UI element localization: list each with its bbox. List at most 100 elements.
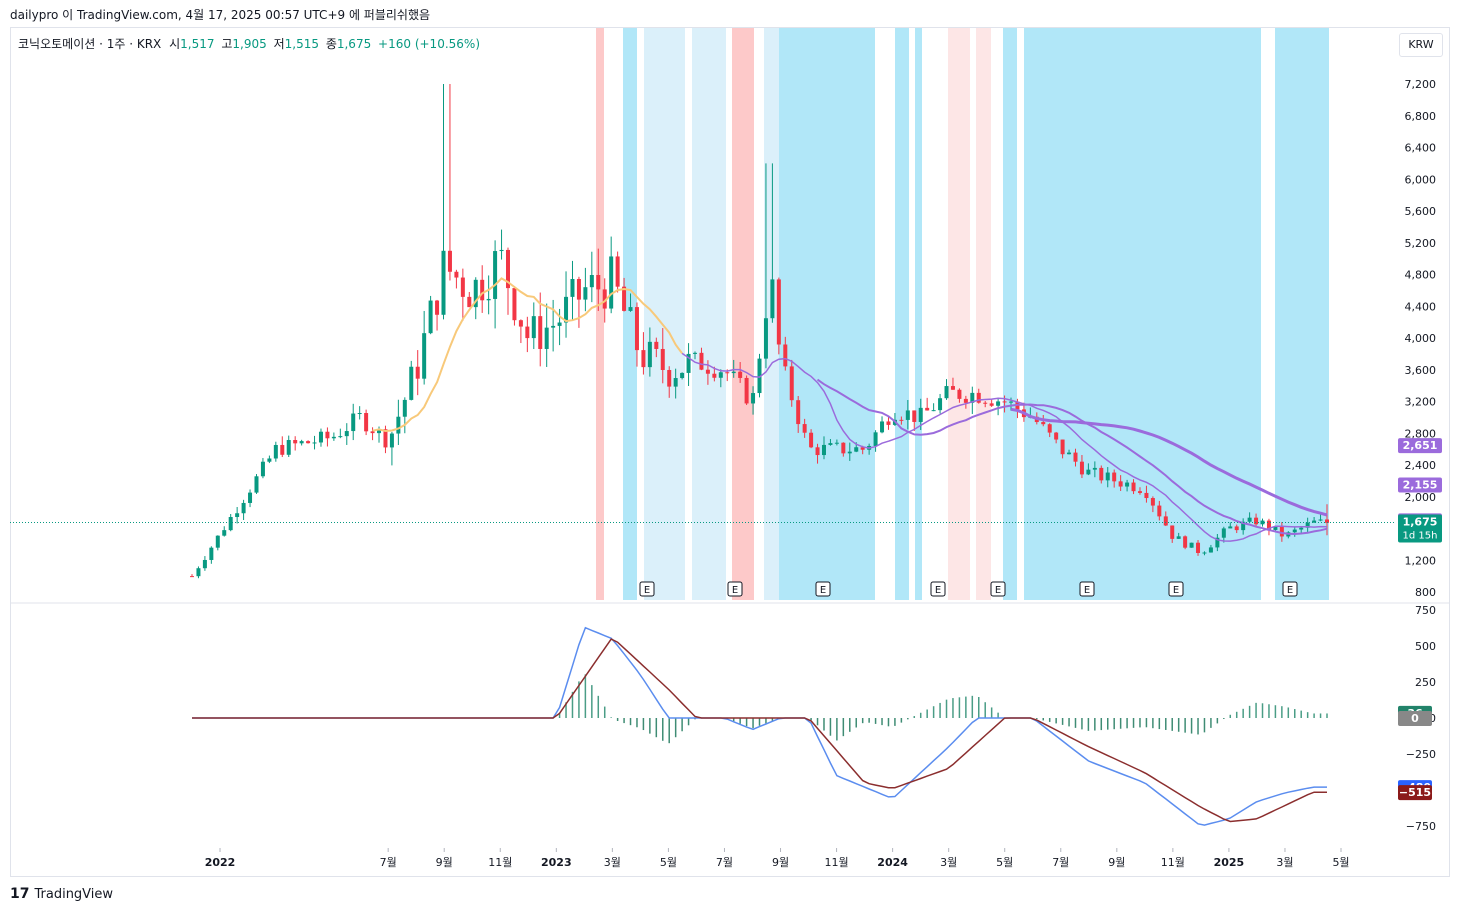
candle-body <box>970 392 975 403</box>
earnings-marker-label: E <box>1173 585 1179 596</box>
candle <box>196 566 201 579</box>
candle <box>454 269 459 289</box>
candle <box>531 302 536 350</box>
candle <box>718 369 723 388</box>
candle <box>260 457 265 479</box>
open-label: 시 <box>169 37 181 51</box>
candle <box>1060 439 1065 459</box>
candle-body <box>254 476 259 493</box>
macd-tick-label: −750 <box>1406 820 1436 833</box>
candle-body <box>338 436 343 438</box>
price-tick-label: 5,600 <box>1405 205 1437 218</box>
candle <box>699 347 704 371</box>
candle <box>293 436 298 451</box>
candle <box>841 442 846 457</box>
candle-body <box>918 407 923 422</box>
candle <box>1305 517 1310 533</box>
candle-body <box>718 372 723 378</box>
price-value-label: 2,651 <box>1398 438 1442 454</box>
macd-axis: −750 −250 0 250 500 750 <box>1406 604 1436 833</box>
open-value: 1,517 <box>180 37 215 51</box>
candle-body <box>873 432 878 446</box>
time-tick-label: 11월 <box>825 856 849 869</box>
candle <box>1260 518 1265 527</box>
candle <box>628 293 633 312</box>
candle-body <box>1318 519 1323 521</box>
chart-frame[interactable] <box>10 27 1450 877</box>
candle <box>1279 522 1284 542</box>
time-tick-label: 11월 <box>488 856 512 869</box>
candle <box>202 556 207 571</box>
candle-body <box>905 410 910 420</box>
candle-body <box>705 369 710 374</box>
macd-value-label: −515 <box>1398 785 1432 801</box>
candle <box>647 327 652 377</box>
candle <box>1073 448 1078 467</box>
earnings-marker: E <box>990 581 1006 597</box>
candle <box>1163 511 1168 527</box>
candle <box>460 268 465 321</box>
session-band-1 <box>623 28 637 600</box>
candle-body <box>1292 529 1297 533</box>
candle-body <box>402 399 407 417</box>
candle-body <box>447 250 452 272</box>
candle <box>331 432 336 441</box>
candle <box>1241 518 1246 535</box>
time-tick-label: 2025 <box>1214 856 1245 869</box>
candle <box>1189 542 1194 548</box>
publish-caption: dailypro 이 TradingView.com, 4월 17, 2025 … <box>10 8 431 22</box>
candle <box>738 362 743 383</box>
candle-body <box>1002 401 1007 403</box>
currency-button[interactable]: KRW <box>1399 33 1443 57</box>
candle <box>1092 461 1097 478</box>
time-tick-label: 7월 <box>380 856 397 869</box>
candle-body <box>1150 498 1155 506</box>
macd-histogram <box>558 674 1328 744</box>
price-tick-label: 1,200 <box>1405 554 1437 567</box>
candle-body <box>673 378 678 387</box>
high-label: 고 <box>221 37 233 51</box>
candle <box>680 372 685 380</box>
ma-long-line <box>1010 407 1328 517</box>
candle <box>338 428 343 439</box>
candle <box>344 423 349 445</box>
candle <box>1150 496 1155 513</box>
macd-tick-label: 0 <box>1429 712 1436 725</box>
candle <box>925 397 930 411</box>
high-value: 1,905 <box>232 37 267 51</box>
price-tick-label: 7,200 <box>1405 78 1437 91</box>
candle-body <box>576 279 581 300</box>
candle <box>1266 518 1271 536</box>
tradingview-brand[interactable]: 𝟭𝟳 TradingView <box>10 886 113 902</box>
candle-body <box>486 298 491 301</box>
earnings-marker-box <box>727 581 743 597</box>
candle-body <box>260 461 265 477</box>
candle <box>1137 487 1142 495</box>
candle <box>1086 463 1091 476</box>
candle-body <box>609 256 614 309</box>
candle <box>306 440 311 444</box>
candle <box>873 430 878 452</box>
candle-body <box>228 517 233 531</box>
candle <box>899 416 904 425</box>
earnings-marker: E <box>1282 581 1298 597</box>
candle <box>325 427 330 447</box>
candle <box>248 489 253 508</box>
candle <box>976 388 981 404</box>
candle <box>512 286 517 326</box>
candle-body <box>1079 461 1084 475</box>
candle-body <box>202 559 207 569</box>
candle-body <box>273 444 278 459</box>
candle-body <box>815 447 820 456</box>
price-tick-label: 2,000 <box>1405 491 1437 504</box>
candle <box>693 351 698 360</box>
candle-body <box>622 286 627 311</box>
price-tick-label: 6,000 <box>1405 173 1437 186</box>
candle <box>576 276 581 328</box>
candle-body <box>454 271 459 278</box>
candle <box>1292 526 1297 537</box>
candle <box>789 359 794 407</box>
price-value-label: 2,155 <box>1398 477 1442 493</box>
price-value-label: 1,675 1d 15h <box>1398 514 1442 543</box>
